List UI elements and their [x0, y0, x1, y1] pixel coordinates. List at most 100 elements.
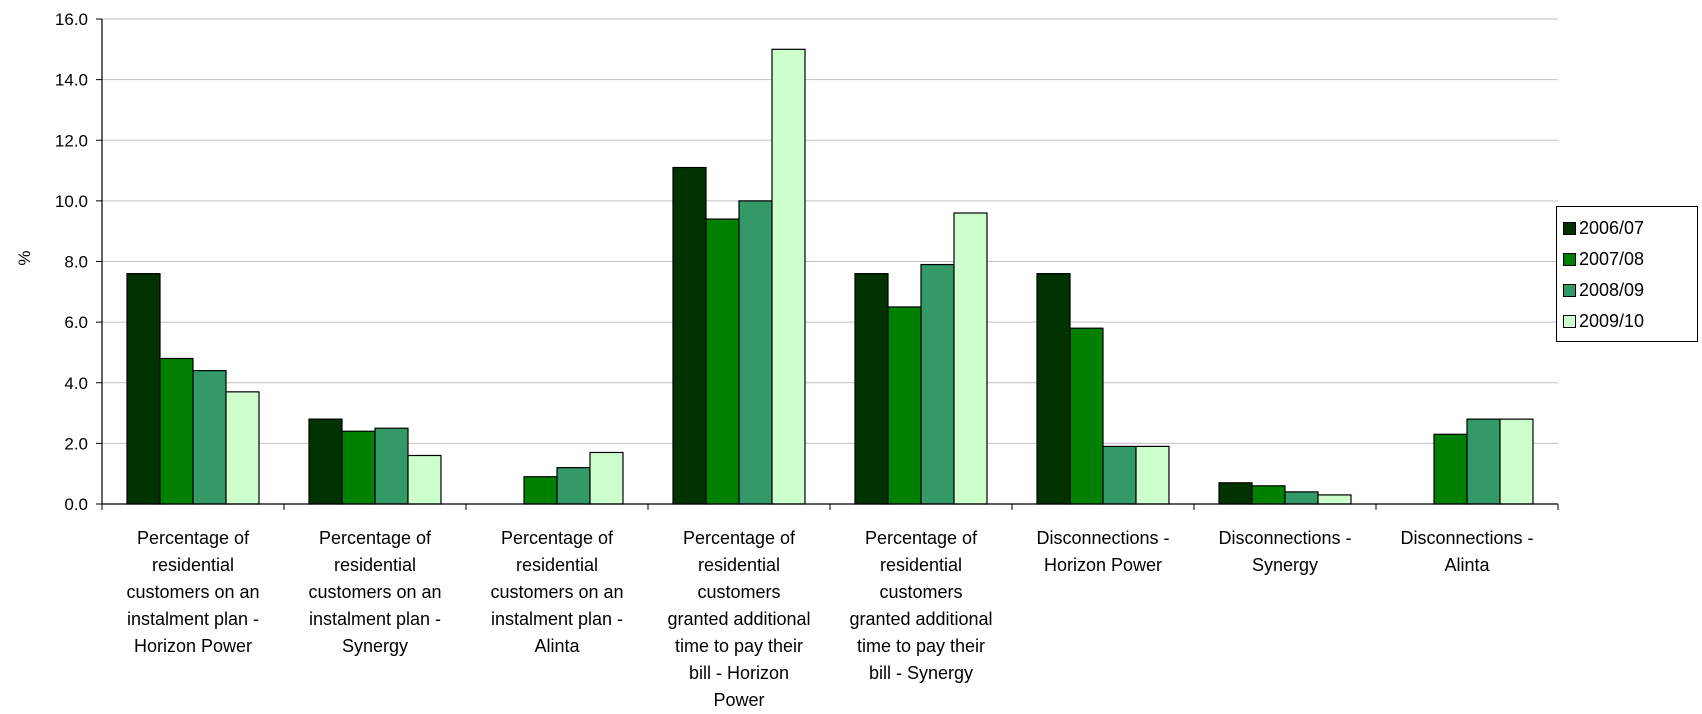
- bar-2008-09-cat7: [1466, 418, 1501, 505]
- bar-2008-09-cat0: [192, 370, 227, 505]
- bar-2006-07-cat3: [672, 166, 707, 505]
- x-category-label: Disconnections - Horizon Power: [1015, 525, 1191, 579]
- legend-label: 2008/09: [1579, 280, 1645, 300]
- bar-2007-08-cat5: [1069, 327, 1104, 505]
- y-tick-label: 2.0: [64, 434, 88, 453]
- x-category-label: Percentage of residential customers on an i…: [469, 525, 645, 660]
- x-category-label-line: customers on an: [126, 582, 260, 602]
- x-category-label-line: granted additional: [667, 609, 811, 629]
- bars: [126, 48, 1534, 505]
- bar-2007-08-cat2: [523, 476, 558, 505]
- bar-2007-08-cat7: [1433, 433, 1468, 505]
- x-category-label-line: bill - Horizon: [688, 663, 790, 683]
- bar-2006-07-cat4: [854, 273, 889, 505]
- x-category-label-line: instalment plan -: [308, 609, 442, 629]
- x-category-label-line: Alinta: [1444, 555, 1490, 575]
- x-category-label-line: residential: [151, 555, 235, 575]
- legend-swatch: [1563, 315, 1576, 328]
- bar-2008-09-cat6: [1284, 491, 1319, 505]
- bar-2007-08-cat4: [887, 306, 922, 505]
- bar-2007-08-cat3: [705, 218, 740, 505]
- bar-2009-10-cat6: [1317, 494, 1352, 505]
- x-category-label-line: Horizon Power: [1043, 555, 1163, 575]
- bar-2009-10-cat5: [1135, 445, 1170, 505]
- x-category-label-line: bill - Synergy: [868, 663, 974, 683]
- bar-2009-10-cat4: [953, 212, 988, 505]
- y-tick-label: 16.0: [55, 10, 88, 29]
- bar-2006-07-cat1: [308, 418, 343, 505]
- bar-2009-10-cat0: [225, 391, 260, 505]
- legend-swatch: [1563, 284, 1576, 297]
- bar-2009-10-cat1: [407, 454, 442, 505]
- x-category-label: Disconnections - Alinta: [1379, 525, 1555, 579]
- x-category-label-line: Disconnections -: [1400, 528, 1534, 548]
- x-category-label: Percentage of residential customers on an i…: [287, 525, 463, 660]
- bar-2008-09-cat1: [374, 427, 409, 505]
- legend-label: 2006/07: [1579, 218, 1645, 238]
- x-category-label-line: time to pay their: [856, 636, 986, 656]
- legend-item: 2008/09: [1563, 275, 1697, 306]
- axes: [101, 19, 1559, 510]
- legend-label: 2009/10: [1579, 311, 1645, 331]
- x-category-label-line: Percentage of: [864, 528, 978, 548]
- bar-2008-09-cat3: [738, 200, 773, 505]
- legend-item: 2007/08: [1563, 244, 1697, 275]
- x-category-label-line: Percentage of: [136, 528, 250, 548]
- x-category-label-line: Power: [713, 690, 765, 710]
- x-category-label-line: instalment plan -: [490, 609, 624, 629]
- x-category-label-line: customers: [879, 582, 963, 602]
- legend-swatch: [1563, 253, 1576, 266]
- y-tick-label: 14.0: [55, 71, 88, 90]
- y-axis-ticks: 0.0 2.0 4.0 6.0 8.0 10.0 12.0 14.0 16.0: [55, 10, 102, 514]
- x-category-label-line: customers on an: [490, 582, 624, 602]
- x-category-label-line: Disconnections -: [1036, 528, 1170, 548]
- x-category-label-line: Synergy: [341, 636, 409, 656]
- y-axis-label: %: [15, 250, 34, 265]
- bar-2007-08-cat6: [1251, 485, 1286, 505]
- y-tick-label: 0.0: [64, 495, 88, 514]
- x-category-label: Disconnections - Synergy: [1197, 525, 1373, 579]
- x-category-label-line: residential: [697, 555, 781, 575]
- bar-2009-10-cat3: [771, 48, 806, 505]
- bar-2008-09-cat2: [556, 467, 591, 505]
- bar-2007-08-cat1: [341, 430, 376, 505]
- legend-swatch: [1563, 222, 1576, 235]
- x-category-label: Percentage of residential customers on an i…: [105, 525, 281, 660]
- x-category-label-line: Percentage of: [318, 528, 432, 548]
- y-tick-label: 8.0: [64, 253, 88, 272]
- y-tick-label: 10.0: [55, 192, 88, 211]
- x-category-label-line: customers: [697, 582, 781, 602]
- gridlines: [102, 18, 1558, 444]
- x-category-label-line: Disconnections -: [1218, 528, 1352, 548]
- bar-2009-10-cat7: [1499, 418, 1534, 505]
- x-category-label-line: Synergy: [1251, 555, 1319, 575]
- y-tick-label: 4.0: [64, 374, 88, 393]
- x-category-label: Percentage of residential customers granted…: [651, 525, 827, 714]
- x-category-label-line: time to pay their: [674, 636, 804, 656]
- x-category-label-line: residential: [515, 555, 599, 575]
- bar-2006-07-cat5: [1036, 273, 1071, 505]
- legend-item: 2009/10: [1563, 306, 1697, 337]
- x-category-label-line: customers on an: [308, 582, 442, 602]
- x-category-label-line: residential: [333, 555, 417, 575]
- x-category-label-line: Percentage of: [500, 528, 614, 548]
- x-category-label-line: residential: [879, 555, 963, 575]
- bar-2008-09-cat4: [920, 263, 955, 505]
- legend-label: 2007/08: [1579, 249, 1645, 269]
- bar-2009-10-cat2: [589, 451, 624, 505]
- bar-2008-09-cat5: [1102, 445, 1137, 505]
- x-category-label: Percentage of residential customers granted…: [833, 525, 1009, 687]
- bar-2006-07-cat6: [1218, 482, 1253, 505]
- legend-item: 2006/07: [1563, 213, 1697, 244]
- y-tick-label: 6.0: [64, 313, 88, 332]
- bar-2006-07-cat0: [126, 273, 161, 505]
- y-tick-label: 12.0: [55, 131, 88, 150]
- x-category-label-line: Alinta: [534, 636, 580, 656]
- x-category-label-line: Percentage of: [682, 528, 796, 548]
- x-category-label-line: granted additional: [849, 609, 993, 629]
- x-category-label-line: Horizon Power: [133, 636, 253, 656]
- legend: 2006/07 2007/08 2008/09 2009/10: [1556, 206, 1698, 342]
- x-category-label-line: instalment plan -: [126, 609, 260, 629]
- bar-2007-08-cat0: [159, 357, 194, 505]
